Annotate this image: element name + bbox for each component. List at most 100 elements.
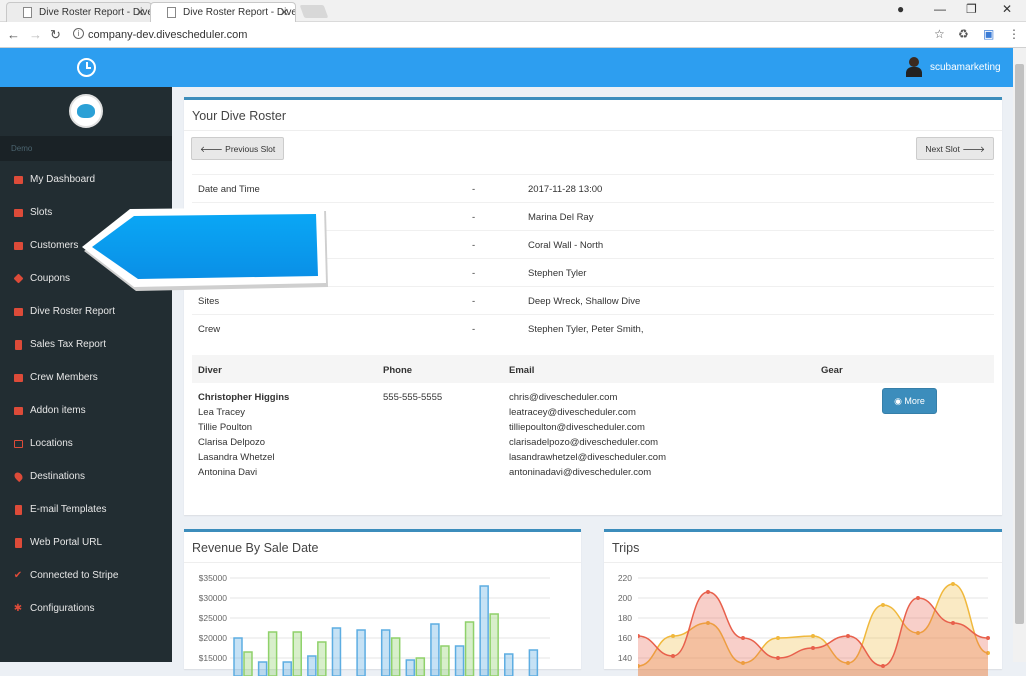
arrow-left-icon: 🡐 [200,144,226,154]
info-dash: - [472,184,476,195]
extension-icon[interactable]: ▣ [983,27,995,41]
sidebar-item-label: Dive Roster Report [30,306,116,317]
trips-point [671,654,675,658]
sidebar-item-addon-items[interactable]: Addon items [0,394,172,427]
dashboard-icon [12,175,24,185]
sidebar-item-sales-tax-report[interactable]: Sales Tax Report [0,328,172,361]
sidebar-item-dive-roster-report[interactable]: Dive Roster Report [0,295,172,328]
avatar[interactable] [906,57,922,77]
y-tick-label: $35000 [198,573,227,583]
next-slot-button[interactable]: Next Slot 🡒 [916,137,994,160]
sidebar-item-configurations[interactable]: ✱ Configurations [0,592,172,625]
more-gear-button[interactable]: ◉ More [882,388,937,414]
new-tab-button[interactable] [299,5,329,18]
y-tick-label: 180 [617,613,632,623]
diver-name: Clarisa Delpozo [198,437,266,448]
sidebar-item-label: Addon items [30,405,86,416]
sidebar-item-crew-members[interactable]: Crew Members [0,361,172,394]
info-label: Date and Time [198,184,260,195]
sidebar-item-web-portal-url[interactable]: Web Portal URL [0,526,172,559]
info-dash: - [472,212,476,223]
previous-slot-label: Previous Slot [225,144,276,154]
roster-info-row: Crew - Stephen Tyler, Peter Smith, [192,314,994,342]
sidebar-item-email-templates[interactable]: E-mail Templates [0,493,172,526]
trips-point [846,634,850,638]
info-icon[interactable]: i [73,28,84,39]
diver-phone: 555-555-5555 [383,392,443,403]
revenue-bar [282,661,292,676]
sidebar-item-label: Coupons [30,273,71,284]
more-label: More [904,396,925,406]
browser-tab-1[interactable]: Dive Roster Report - Dive ✕ [6,2,152,22]
sidebar-item-label: Destinations [30,471,86,482]
document-icon [23,7,32,18]
trips-point [916,631,920,635]
roster-info-row: - Stephen Tyler [192,258,994,286]
sidebar-item-slots[interactable]: Slots [0,196,172,229]
info-value: 2017-11-28 13:00 [528,184,603,195]
sidebar-item-coupons[interactable]: Coupons [0,262,172,295]
diver-emails: chris@divescheduler.com leatracey@divesc… [509,390,666,480]
arrow-right-icon: 🡒 [959,144,985,154]
sidebar-item-locations[interactable]: Locations [0,427,172,460]
close-tab-icon[interactable]: ✕ [135,7,145,19]
recycle-extension-icon[interactable]: ♻ [958,27,969,41]
info-dash: - [472,268,476,279]
info-value: Deep Wreck, Shallow Dive [528,296,641,307]
revenue-bar [464,621,475,676]
page-scrollbar[interactable] [1013,48,1026,662]
trips-point [776,636,780,640]
file-icon [12,504,24,515]
sidebar-item-dashboard[interactable]: My Dashboard [0,163,172,196]
forward-icon[interactable]: → [29,27,42,42]
revenue-bar [479,585,489,676]
tab-title: Dive Roster Report - Dive [39,7,152,18]
revenue-bar [356,629,366,676]
page-title: Your Dive Roster [192,109,287,123]
y-tick-label: $20000 [198,633,227,643]
book-icon [12,339,24,350]
trips-point [881,664,885,668]
menu-icon[interactable]: ⋮ [1008,27,1020,41]
scrollbar-thumb[interactable] [1015,64,1024,624]
close-tab-icon[interactable]: ✕ [279,7,289,19]
revenue-bar [267,631,278,676]
sidebar-item-destinations[interactable]: Destinations [0,460,172,493]
sidebar-item-label: Customers [30,240,79,251]
users-icon [12,241,24,251]
sidebar-item-label: Locations [30,438,73,449]
y-tick-label: 220 [617,573,632,583]
info-label: Crew [198,324,221,335]
sidebar-item-customers[interactable]: Customers [0,229,172,262]
username[interactable]: scubamarketing [930,62,1001,73]
y-tick-label: 140 [617,653,632,663]
previous-slot-button[interactable]: 🡐 Previous Slot [191,137,285,160]
clock-logo-icon[interactable] [77,58,96,77]
briefcase-icon [12,406,24,416]
diver-name: Christopher Higgins [198,392,290,403]
url-field[interactable]: i company-dev.divescheduler.com [70,25,950,45]
back-icon[interactable]: ← [7,27,20,42]
trips-point [986,651,990,655]
info-dash: - [472,296,476,307]
trips-area-chart [638,577,990,676]
roster-info-row: - Coral Wall - North [192,230,994,258]
sidebar-section-label: Demo [0,136,172,161]
bookmark-star-icon[interactable]: ☆ [934,27,945,41]
sidebar-item-label: Slots [30,207,53,218]
browser-tab-2[interactable]: Dive Roster Report - Dive ✕ [150,2,296,23]
info-label: Sites [198,296,220,307]
tab-title: Dive Roster Report - Dive [183,7,296,18]
sidebar-item-connected-to-stripe[interactable]: ✔ Connected to Stripe [0,559,172,592]
trips-chart-panel: Trips 220 200 180 160 140 [604,529,1002,676]
revenue-bar [415,657,426,676]
trips-point [706,590,710,594]
restore-icon[interactable]: ❐ [966,2,977,16]
minimize-icon[interactable]: — [934,2,946,16]
diver-email: chris@divescheduler.com [509,392,618,403]
profile-icon[interactable]: ● [897,2,905,16]
close-window-icon[interactable]: ✕ [1002,2,1013,16]
revenue-bar [307,655,317,676]
sidebar-item-label: My Dashboard [30,174,96,185]
reload-icon[interactable]: ↻ [50,27,61,42]
